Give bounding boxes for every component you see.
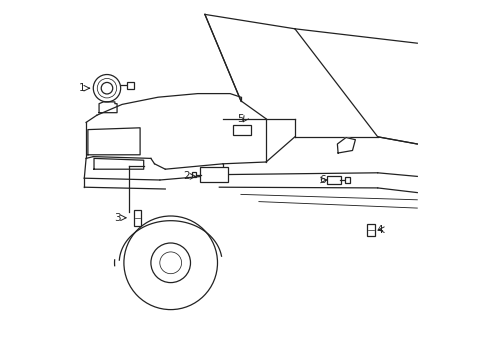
Text: 1: 1 xyxy=(78,83,85,93)
FancyBboxPatch shape xyxy=(127,82,133,89)
FancyBboxPatch shape xyxy=(191,172,196,177)
Text: 2: 2 xyxy=(183,171,190,181)
Text: 5: 5 xyxy=(237,114,244,124)
Text: 6: 6 xyxy=(318,175,325,185)
FancyBboxPatch shape xyxy=(344,177,349,183)
FancyBboxPatch shape xyxy=(200,167,227,182)
FancyBboxPatch shape xyxy=(134,210,141,226)
FancyBboxPatch shape xyxy=(326,176,340,184)
Text: 4: 4 xyxy=(376,225,383,235)
FancyBboxPatch shape xyxy=(232,125,250,135)
Text: 3: 3 xyxy=(114,213,121,223)
FancyBboxPatch shape xyxy=(366,224,374,236)
Polygon shape xyxy=(337,138,355,153)
